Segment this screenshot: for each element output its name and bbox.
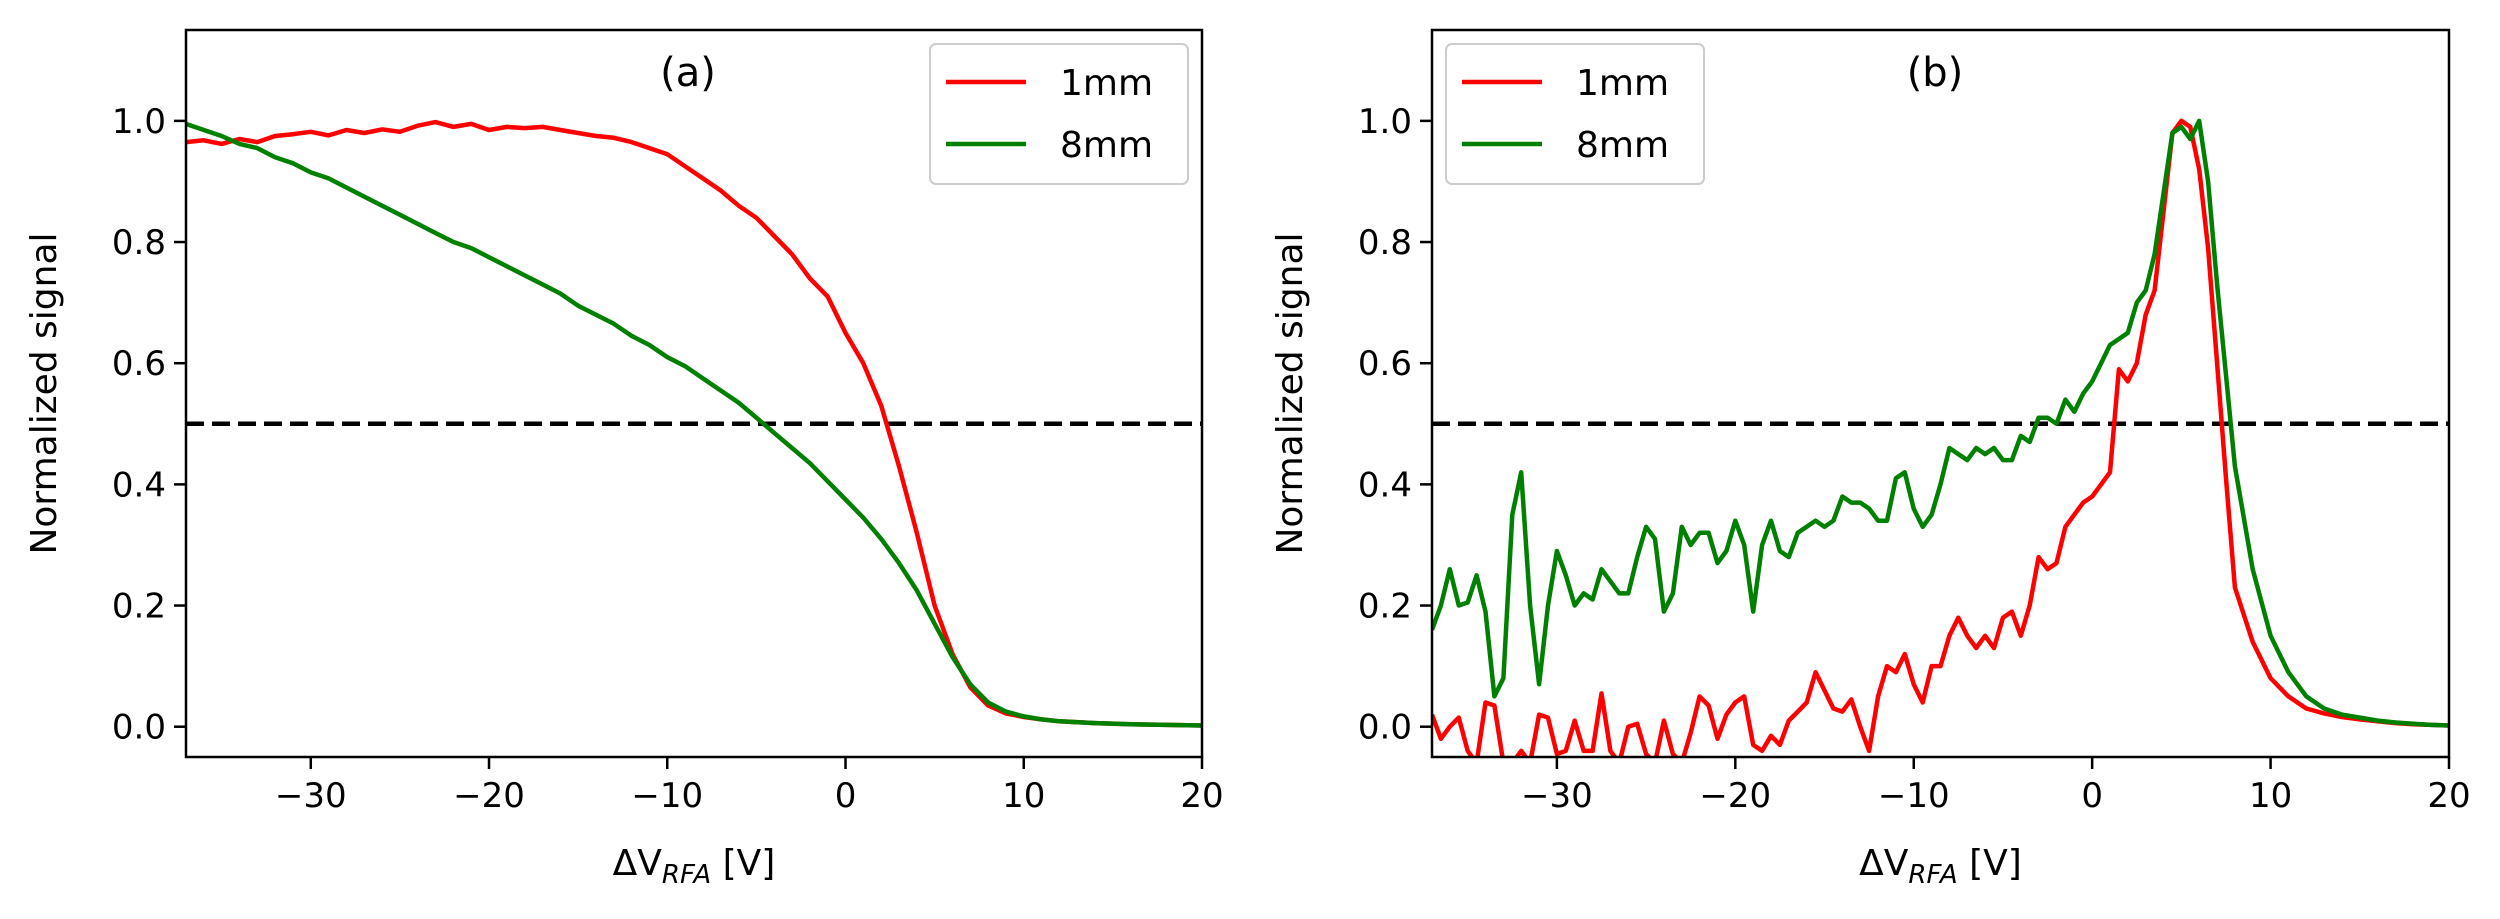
panel-label: (a) [660, 50, 716, 96]
y-tick-label: 0.6 [1358, 344, 1412, 384]
legend: 1mm 8mm [1445, 43, 1705, 185]
y-tick-label: 0.0 [112, 708, 166, 748]
legend-label-8mm: 8mm [1060, 125, 1153, 166]
y-tick-label: 0.6 [112, 344, 166, 384]
y-tick-label: 0.2 [112, 587, 166, 627]
x-tick-label: −30 [275, 776, 347, 816]
y-axis-label: Normalized signal [24, 232, 65, 554]
x-tick-label: −30 [1521, 776, 1593, 816]
x-tick-label: 20 [1180, 776, 1223, 816]
y-tick-label: 1.0 [1358, 102, 1412, 142]
y-tick-label: 0.0 [1358, 708, 1412, 748]
legend-label-1mm: 1mm [1576, 63, 1669, 104]
x-tick-label: 10 [1002, 776, 1045, 816]
chart-panel-2: −30 −20 −10 0 10 20 0.0 0.2 0.4 0.6 0.8 1.0 ΔVRFA [V… [1270, 28, 2471, 890]
x-tick-label: −10 [1878, 776, 1950, 816]
x-tick-label: 0 [835, 776, 857, 816]
series-line-8mm [1432, 118, 2449, 728]
y-tick-label: 0.2 [1358, 587, 1412, 627]
legend-label-8mm: 8mm [1576, 125, 1669, 166]
x-tick-label: −20 [1699, 776, 1771, 816]
y-tick-label: 0.4 [1358, 465, 1412, 505]
legend: 1mm 8mm [929, 43, 1189, 185]
x-tick-label: 20 [2427, 776, 2470, 816]
x-axis-label: ΔVRFA [V] [613, 843, 776, 890]
axes-frame [1430, 28, 2451, 759]
legend-box [1445, 43, 1705, 185]
x-tick-label: 10 [2249, 776, 2292, 816]
panel-label: (b) [1907, 50, 1964, 96]
y-tick-label: 0.8 [112, 223, 166, 263]
y-tick-label: 1.0 [112, 102, 166, 142]
series-line-1mm [1432, 118, 2449, 757]
x-tick-label: −20 [453, 776, 525, 816]
chart-panel-1: −30 −20 −10 0 10 20 0.0 0.2 0.4 0.6 0.8 1.0 ΔVRFA [V… [24, 28, 1224, 890]
x-tick-label: −10 [631, 776, 703, 816]
legend-label-1mm: 1mm [1060, 63, 1153, 104]
x-axis-label: ΔVRFA [V] [1859, 843, 2022, 890]
axes-frame [184, 28, 1204, 759]
y-axis-label: Normalized signal [1270, 232, 1311, 554]
legend-box [929, 43, 1189, 185]
series-line-8mm [186, 121, 1202, 728]
x-tick-label: 0 [2081, 776, 2103, 816]
y-tick-label: 0.4 [112, 465, 166, 505]
y-tick-label: 0.8 [1358, 223, 1412, 263]
